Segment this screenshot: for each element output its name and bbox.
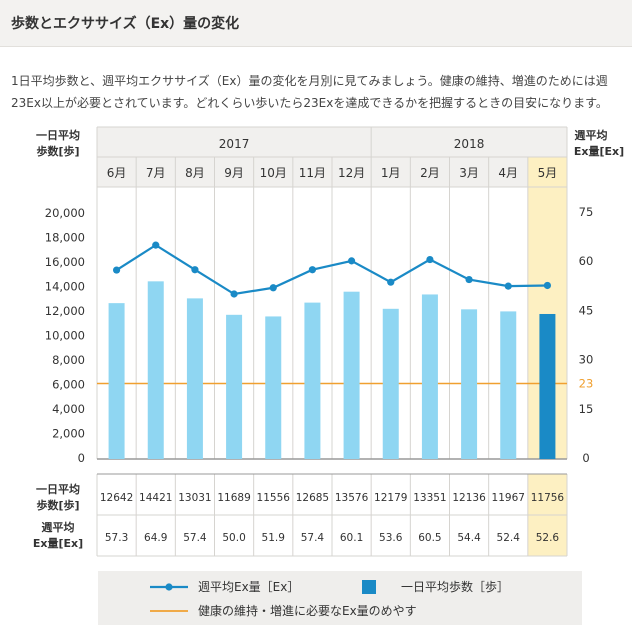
ex-point bbox=[269, 284, 277, 292]
table-ex-value: 60.5 bbox=[418, 532, 441, 544]
ex-point bbox=[426, 255, 434, 264]
right-tick-label: 30 bbox=[579, 353, 594, 367]
table-steps-value: 14421 bbox=[139, 492, 172, 504]
month-label: 5月 bbox=[538, 166, 558, 180]
right-tick-label: 0 bbox=[582, 451, 589, 465]
ex-point bbox=[152, 241, 160, 249]
year-label: 2017 bbox=[219, 137, 250, 151]
table-steps-value: 11556 bbox=[257, 492, 291, 504]
table-ex-value: 52.6 bbox=[536, 532, 560, 544]
left-tick-label: 14,000 bbox=[45, 280, 85, 294]
table-steps-value: 12642 bbox=[100, 492, 133, 504]
left-axis-title: 一日平均 bbox=[36, 128, 80, 142]
right-tick-label: 60 bbox=[579, 254, 594, 268]
table-ex-value: 57.3 bbox=[105, 532, 128, 544]
table-ex-value: 64.9 bbox=[144, 532, 167, 544]
bar bbox=[382, 308, 399, 459]
bar bbox=[539, 313, 556, 459]
legend-line-marker bbox=[165, 583, 173, 591]
ex-point bbox=[191, 266, 199, 274]
left-tick-label: 8,000 bbox=[52, 353, 85, 367]
month-label: 2月 bbox=[420, 166, 440, 180]
right-tick-label: 45 bbox=[579, 303, 594, 317]
ex-point bbox=[112, 266, 121, 274]
bar bbox=[421, 294, 438, 459]
title-bar: 歩数とエクササイズ（Ex）量の変化 bbox=[0, 0, 632, 47]
month-label: 1月 bbox=[381, 166, 401, 180]
ex-line bbox=[115, 243, 548, 296]
bar bbox=[108, 303, 125, 459]
legend-bar-swatch bbox=[362, 580, 376, 594]
target-label: 23 bbox=[579, 377, 594, 391]
table-steps-value: 13031 bbox=[178, 492, 211, 504]
table-steps-value: 12179 bbox=[374, 492, 407, 504]
table-steps-value: 12685 bbox=[296, 492, 329, 504]
table-steps-value: 11967 bbox=[492, 492, 525, 504]
month-label: 7月 bbox=[146, 166, 166, 180]
left-tick-label: 16,000 bbox=[45, 255, 85, 269]
ex-point bbox=[230, 290, 238, 298]
right-tick-label: 75 bbox=[579, 205, 594, 219]
left-tick-label: 18,000 bbox=[45, 231, 85, 245]
legend-bar-label: 一日平均歩数［歩］ bbox=[401, 579, 509, 594]
page-description: 1日平均歩数と、週平均エクササイズ（Ex）量の変化を月別に見てみましょう。健康の… bbox=[11, 74, 608, 110]
month-label: 12月 bbox=[338, 166, 365, 180]
bar bbox=[265, 316, 282, 459]
left-tick-label: 20,000 bbox=[45, 206, 85, 220]
left-axis-title: 歩数[歩] bbox=[36, 144, 79, 158]
table-row1-label: 一日平均 bbox=[36, 482, 80, 496]
ex-point bbox=[387, 278, 395, 286]
table-ex-value: 54.4 bbox=[457, 532, 481, 544]
legend-line-label: 週平均Ex量［Ex］ bbox=[198, 580, 299, 594]
month-label: 10月 bbox=[260, 166, 287, 180]
year-label: 2018 bbox=[454, 137, 485, 151]
bar bbox=[147, 281, 164, 459]
right-axis-title: 週平均 bbox=[575, 128, 608, 142]
left-tick-label: 4,000 bbox=[52, 402, 85, 416]
month-label: 9月 bbox=[224, 166, 244, 180]
table-ex-value: 50.0 bbox=[222, 532, 245, 544]
bar bbox=[304, 302, 321, 459]
bar bbox=[500, 311, 517, 459]
month-label: 3月 bbox=[459, 166, 479, 180]
month-label: 4月 bbox=[498, 166, 518, 180]
bar bbox=[461, 309, 478, 459]
month-label: 11月 bbox=[299, 166, 326, 180]
month-label: 6月 bbox=[107, 166, 127, 180]
table-steps-value: 13576 bbox=[335, 492, 369, 504]
month-label: 8月 bbox=[185, 166, 205, 180]
table-row1-label: 歩数[歩] bbox=[36, 498, 79, 512]
ex-point bbox=[465, 275, 473, 284]
left-tick-label: 2,000 bbox=[52, 427, 85, 441]
table-ex-value: 60.1 bbox=[340, 532, 363, 544]
ex-point bbox=[347, 257, 356, 265]
table-row2-label: 週平均 bbox=[42, 520, 75, 534]
table-steps-value: 13351 bbox=[413, 492, 446, 504]
bar bbox=[343, 291, 360, 459]
table-ex-value: 57.4 bbox=[301, 532, 325, 544]
page-title: 歩数とエクササイズ（Ex）量の変化 bbox=[11, 16, 240, 32]
table-ex-value: 53.6 bbox=[379, 532, 403, 544]
legend-box bbox=[98, 571, 582, 625]
ex-point bbox=[504, 282, 512, 290]
table-ex-value: 51.9 bbox=[262, 532, 285, 544]
right-axis-title: Ex量[Ex] bbox=[574, 145, 624, 158]
table-steps-value: 11756 bbox=[531, 492, 565, 504]
bar bbox=[226, 314, 243, 459]
left-tick-label: 0 bbox=[78, 451, 85, 465]
left-tick-label: 6,000 bbox=[52, 378, 85, 392]
table-ex-value: 57.4 bbox=[183, 532, 207, 544]
ex-point bbox=[543, 281, 552, 290]
table-row2-label: Ex量[Ex] bbox=[33, 537, 83, 550]
left-tick-label: 10,000 bbox=[45, 329, 85, 343]
ex-point bbox=[308, 266, 317, 274]
table-steps-value: 11689 bbox=[217, 492, 250, 504]
right-tick-label: 15 bbox=[579, 402, 594, 416]
table-steps-value: 12136 bbox=[452, 492, 486, 504]
bar bbox=[186, 298, 203, 459]
table-ex-value: 52.4 bbox=[497, 532, 521, 544]
legend-target-label: 健康の維持・増進に必要なEx量のめやす bbox=[198, 603, 417, 618]
left-tick-label: 12,000 bbox=[45, 304, 85, 318]
